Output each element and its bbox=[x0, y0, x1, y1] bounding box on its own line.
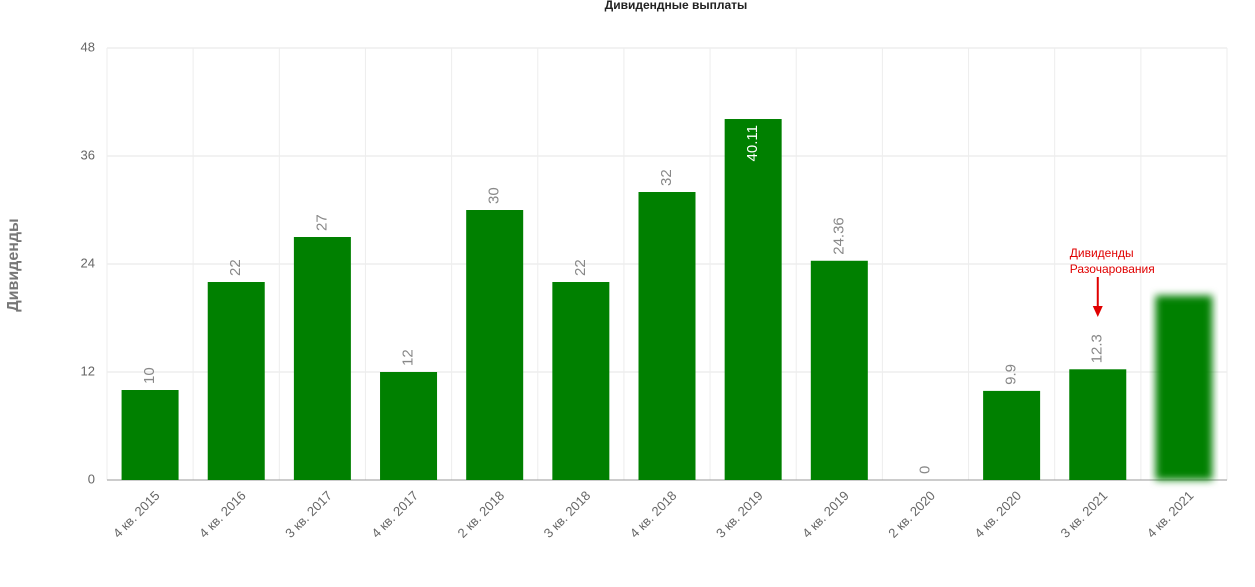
x-tick-label: 4 кв. 2020 bbox=[971, 488, 1024, 541]
bar bbox=[724, 119, 782, 480]
bar bbox=[207, 282, 265, 480]
x-tick-label: 4 кв. 2019 bbox=[799, 488, 852, 541]
y-tick-label: 48 bbox=[81, 39, 95, 54]
x-tick-label: 2 кв. 2018 bbox=[454, 488, 507, 541]
x-tick-label: 3 кв. 2018 bbox=[541, 488, 594, 541]
annotation-text: Дивиденды bbox=[1070, 246, 1134, 260]
value-label: 27 bbox=[313, 214, 330, 231]
value-label: 12 bbox=[400, 349, 417, 366]
y-tick-label: 36 bbox=[81, 147, 95, 162]
y-tick-label: 12 bbox=[81, 363, 95, 378]
y-tick-label: 0 bbox=[88, 471, 95, 486]
value-label: 22 bbox=[227, 259, 244, 276]
x-tick-label: 3 кв. 2019 bbox=[713, 488, 766, 541]
value-label: 12.3 bbox=[1089, 334, 1106, 363]
value-label: 30 bbox=[486, 187, 503, 204]
bar bbox=[1069, 369, 1127, 480]
bar bbox=[810, 260, 868, 480]
bar bbox=[552, 282, 610, 480]
bar bbox=[1155, 295, 1213, 480]
x-tick-label: 2 кв. 2020 bbox=[885, 488, 938, 541]
x-tick-label: 3 кв. 2021 bbox=[1058, 488, 1111, 541]
bar bbox=[466, 210, 524, 480]
value-label: 32 bbox=[658, 169, 675, 186]
value-label: 0 bbox=[916, 466, 933, 474]
x-tick-label: 4 кв. 2018 bbox=[627, 488, 680, 541]
value-label: 9.9 bbox=[1003, 364, 1020, 385]
y-tick-label: 24 bbox=[81, 255, 95, 270]
x-tick-label: 4 кв. 2016 bbox=[196, 488, 249, 541]
x-tick-label: 4 кв. 2021 bbox=[1144, 488, 1197, 541]
annotation-text: Разочарования bbox=[1070, 262, 1155, 276]
bar bbox=[380, 372, 438, 480]
bar bbox=[983, 390, 1041, 480]
chart-title: Дивидендные выплаты bbox=[605, 0, 748, 12]
bar bbox=[638, 192, 696, 480]
x-tick-label: 4 кв. 2017 bbox=[368, 488, 421, 541]
bar bbox=[293, 237, 351, 480]
value-label: 22 bbox=[572, 259, 589, 276]
x-tick-label: 3 кв. 2017 bbox=[282, 488, 335, 541]
value-label: 24.36 bbox=[830, 217, 847, 255]
bar bbox=[121, 390, 179, 480]
value-label: 40.11 bbox=[744, 125, 761, 161]
y-axis-label: Дивиденды bbox=[5, 218, 22, 311]
x-tick-label: 4 кв. 2015 bbox=[110, 488, 163, 541]
annotation-arrowhead bbox=[1092, 306, 1103, 317]
value-label: 10 bbox=[141, 367, 158, 384]
